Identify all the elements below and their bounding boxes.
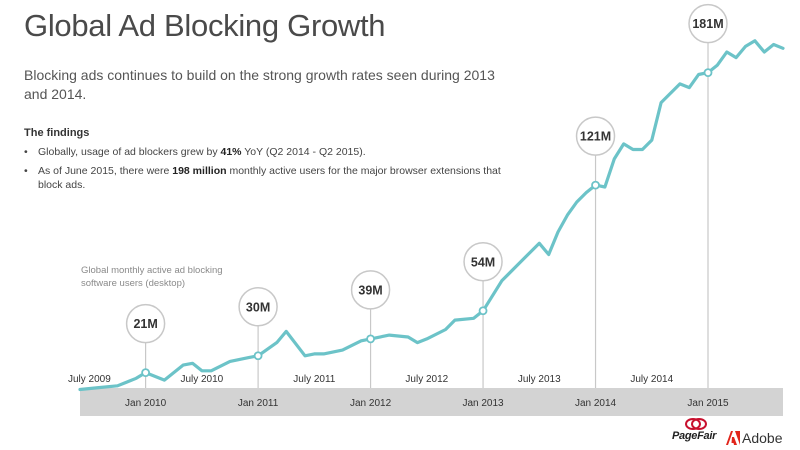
bullet-icon: •: [24, 146, 28, 158]
findings-heading: The findings: [24, 127, 90, 139]
page-subtitle: Blocking ads continues to build on the s…: [24, 67, 495, 102]
x-tick-label-top: July 2013: [518, 374, 561, 385]
annotation-label: 121M: [580, 130, 611, 144]
finding-highlight: 198 million: [172, 165, 227, 177]
x-tick-label-bottom: Jan 2010: [125, 398, 167, 409]
annotation-bubble: [350, 270, 391, 310]
pagefair-logo-icon: [685, 418, 707, 430]
finding-item: • As of June 2015, there were 198 millio…: [24, 164, 504, 192]
annotation-bubble: [238, 287, 278, 327]
x-tick-label-top: July 2009: [68, 374, 111, 385]
annotation-label: 21M: [133, 317, 157, 331]
annotation-label: 30M: [246, 300, 270, 314]
x-tick-label-top: July 2012: [405, 374, 448, 385]
series-line: [78, 39, 785, 392]
annotation-point: [141, 368, 151, 378]
x-tick-label-top: July 2011: [293, 374, 336, 385]
adobe-logo-icon: [726, 431, 740, 445]
annotation-label: 39M: [358, 283, 382, 297]
annotation-point: [703, 68, 713, 78]
finding-text: monthly active users for the major brows…: [38, 165, 501, 191]
x-tick-label-top: July 2010: [180, 374, 223, 385]
finding-highlight: 41%: [220, 146, 242, 158]
annotation-bubble: [125, 303, 166, 344]
pagefair-logo-text: PageFair: [672, 430, 717, 442]
finding-text: Globally, usage of ad blockers grew by: [38, 146, 221, 158]
chart-caption: Global monthly active ad blocking softwa…: [81, 265, 223, 289]
annotation-label: 54M: [471, 255, 495, 269]
finding-text: YoY (Q2 2014 - Q2 2015).: [241, 146, 366, 158]
annotation-point: [366, 334, 375, 344]
annotation-bubble: [575, 116, 616, 156]
x-axis-band: [80, 388, 783, 416]
finding-item: • Globally, usage of ad blockers grew by…: [24, 145, 504, 159]
x-tick-label-bottom: Jan 2013: [462, 398, 504, 409]
finding-text: As of June 2015, there were: [38, 165, 173, 177]
annotation-point: [253, 351, 263, 361]
annotation-point: [478, 306, 488, 316]
annotation-label: 181M: [692, 17, 723, 31]
page-title: Global Ad Blocking Growth: [24, 8, 386, 43]
x-tick-label-top: July 2014: [630, 374, 673, 385]
annotation-bubble: [688, 3, 728, 44]
findings-list: • Globally, usage of ad blockers grew by…: [24, 145, 504, 197]
annotation-bubble: [463, 242, 503, 282]
bullet-icon: •: [24, 165, 28, 177]
adobe-logo-text: Adobe: [742, 430, 783, 446]
x-tick-label-bottom: Jan 2011: [238, 398, 279, 409]
x-tick-label-bottom: Jan 2014: [575, 398, 617, 409]
x-tick-label-bottom: Jan 2012: [350, 398, 392, 409]
annotation-point: [591, 180, 600, 190]
x-tick-label-bottom: Jan 2015: [687, 398, 729, 409]
